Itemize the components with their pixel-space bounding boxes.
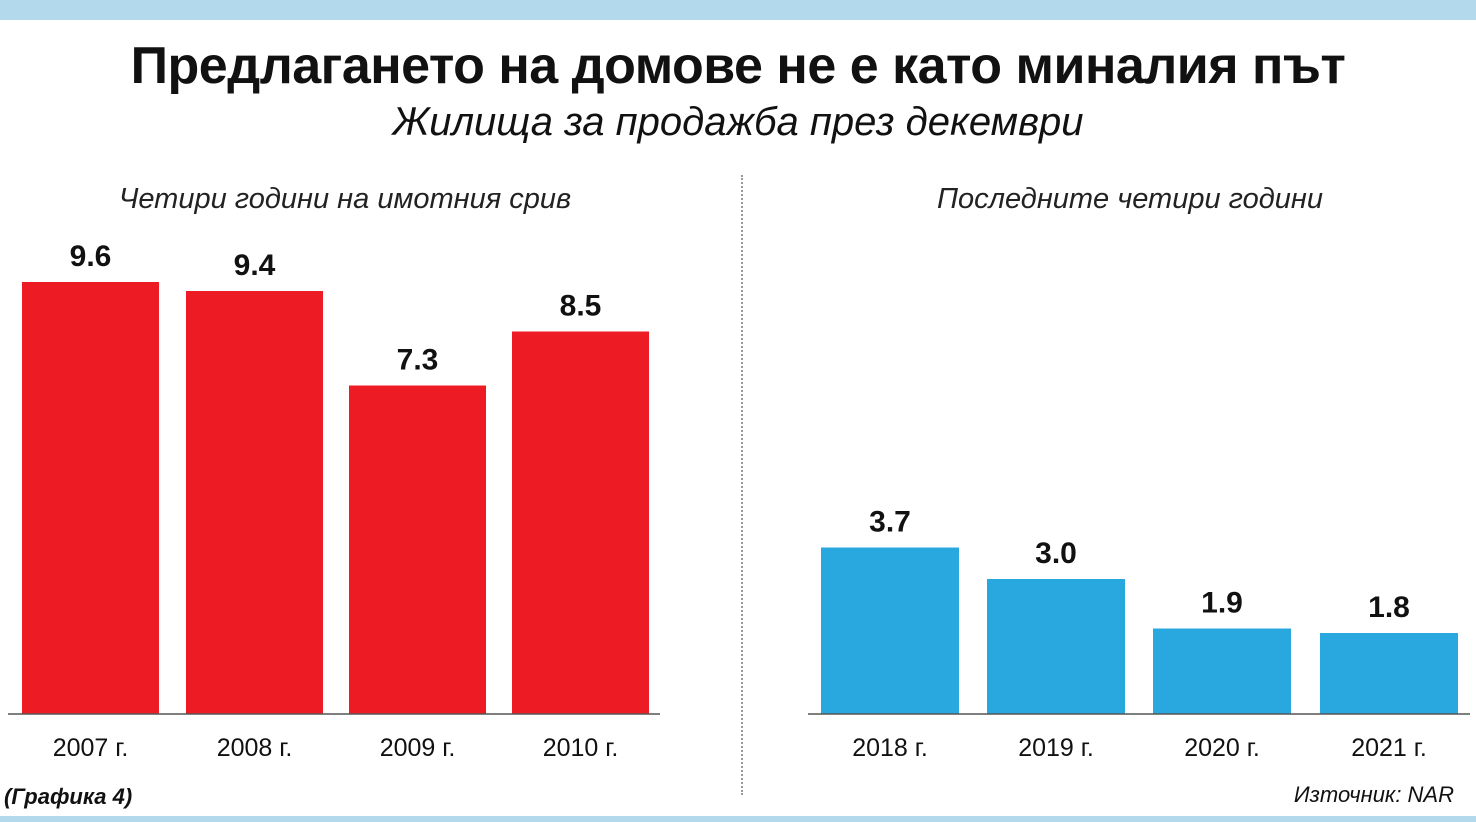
category-label: 2007 г. bbox=[53, 734, 129, 762]
category-label: 2019 г. bbox=[1018, 734, 1094, 762]
page-subtitle: Жилища за продажба през декември bbox=[392, 100, 1084, 144]
value-label: 7.3 bbox=[397, 344, 439, 377]
category-label: 2021 г. bbox=[1351, 734, 1427, 762]
value-label: 9.6 bbox=[70, 240, 112, 273]
bar-2018 bbox=[821, 547, 959, 714]
panel-title-1: Четири години на имотния срив bbox=[119, 183, 571, 215]
bar-2010 bbox=[512, 331, 649, 714]
value-label: 3.0 bbox=[1035, 537, 1077, 570]
category-label: 2018 г. bbox=[852, 734, 928, 762]
category-label: 2010 г. bbox=[543, 734, 619, 762]
category-label: 2020 г. bbox=[1184, 734, 1260, 762]
category-label: 2009 г. bbox=[380, 734, 456, 762]
bar-2009 bbox=[349, 385, 486, 714]
value-label: 3.7 bbox=[869, 506, 911, 539]
value-label: 9.4 bbox=[234, 249, 276, 282]
bar-2019 bbox=[987, 579, 1125, 714]
bar-2007 bbox=[22, 282, 159, 714]
value-label: 8.5 bbox=[560, 290, 602, 323]
bar-2008 bbox=[186, 291, 323, 714]
value-label: 1.8 bbox=[1368, 591, 1410, 624]
top-band bbox=[0, 0, 1476, 20]
bottom-band bbox=[0, 816, 1476, 822]
panel-title-2: Последните четири години bbox=[937, 183, 1323, 215]
value-label: 1.9 bbox=[1201, 587, 1243, 620]
source-note: Източник: NAR bbox=[1293, 782, 1454, 807]
category-label: 2008 г. bbox=[217, 734, 293, 762]
panel-divider bbox=[741, 175, 743, 795]
chart-number-note: (Графика 4) bbox=[4, 784, 133, 809]
bar-2021 bbox=[1320, 633, 1458, 714]
page-title: Предлагането на домове не е като миналия… bbox=[130, 37, 1346, 95]
bar-2020 bbox=[1153, 628, 1291, 714]
